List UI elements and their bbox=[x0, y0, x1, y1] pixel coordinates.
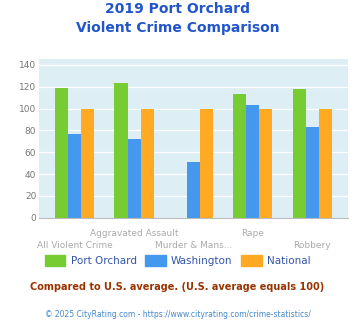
Bar bbox=[306, 127, 319, 218]
Text: Rape: Rape bbox=[241, 229, 264, 238]
Bar bbox=[233, 94, 246, 218]
Bar bbox=[187, 162, 200, 218]
Text: All Violent Crime: All Violent Crime bbox=[37, 242, 113, 250]
Bar bbox=[200, 109, 213, 218]
Bar bbox=[55, 88, 68, 218]
Text: Compared to U.S. average. (U.S. average equals 100): Compared to U.S. average. (U.S. average … bbox=[31, 282, 324, 292]
Bar bbox=[260, 109, 273, 218]
Text: Robbery: Robbery bbox=[294, 242, 331, 250]
Bar bbox=[246, 105, 260, 218]
Bar bbox=[68, 134, 81, 218]
Text: Murder & Mans...: Murder & Mans... bbox=[155, 242, 232, 250]
Text: Aggravated Assault: Aggravated Assault bbox=[90, 229, 178, 238]
Bar bbox=[293, 89, 306, 218]
Legend: Port Orchard, Washington, National: Port Orchard, Washington, National bbox=[40, 251, 315, 270]
Bar bbox=[127, 139, 141, 218]
Bar bbox=[114, 83, 127, 218]
Text: Violent Crime Comparison: Violent Crime Comparison bbox=[76, 21, 279, 35]
Text: © 2025 CityRating.com - https://www.cityrating.com/crime-statistics/: © 2025 CityRating.com - https://www.city… bbox=[45, 310, 310, 319]
Text: 2019 Port Orchard: 2019 Port Orchard bbox=[105, 2, 250, 16]
Bar bbox=[319, 109, 332, 218]
Bar bbox=[81, 109, 94, 218]
Bar bbox=[141, 109, 154, 218]
